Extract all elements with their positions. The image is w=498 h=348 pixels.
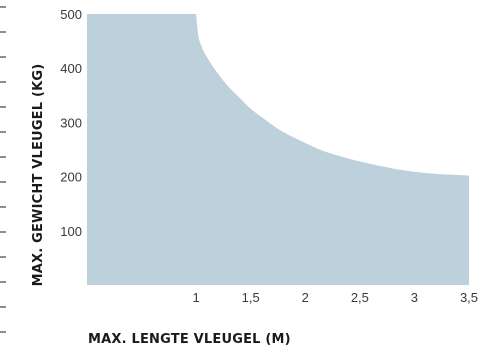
left-edge-ticks — [0, 6, 6, 333]
x-tick-label: 1 — [193, 290, 200, 305]
x-tick-label: 3 — [411, 290, 418, 305]
y-tick-label: 200 — [60, 170, 82, 185]
y-tick-label: 300 — [60, 115, 82, 130]
plot-area — [87, 14, 469, 285]
y-tick-label: 400 — [60, 61, 82, 76]
y-tick-label: 500 — [60, 7, 82, 22]
y-axis-title: MAX. GEWICHT VLEUGEL (KG) — [31, 64, 46, 287]
y-axis-tick-labels: 100 200 300 400 500 — [60, 7, 82, 239]
x-tick-label: 3,5 — [460, 290, 478, 305]
x-tick-label: 2,5 — [351, 290, 369, 305]
x-tick-label: 1,5 — [242, 290, 260, 305]
x-axis-title: MAX. LENGTE VLEUGEL (M) — [88, 332, 291, 347]
area-series — [87, 14, 469, 285]
x-axis-tick-labels: 1 1,5 2 2,5 3 3,5 — [193, 290, 479, 305]
y-tick-label: 100 — [60, 224, 82, 239]
x-tick-label: 2 — [302, 290, 309, 305]
